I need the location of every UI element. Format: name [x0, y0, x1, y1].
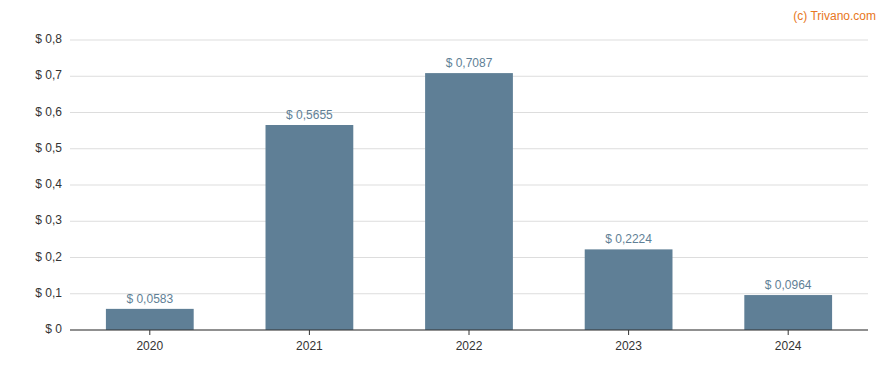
- data-label: $ 0,0583: [126, 292, 173, 306]
- bar: [425, 73, 513, 330]
- y-tick-label: $ 0,6: [35, 105, 62, 119]
- y-tick-label: $ 0,2: [35, 250, 62, 264]
- y-tick-label: $ 0,4: [35, 177, 62, 191]
- y-tick-label: $ 0,8: [35, 32, 62, 46]
- bar: [106, 309, 194, 330]
- y-tick-label: $ 0,3: [35, 213, 62, 227]
- bars: [106, 73, 832, 330]
- x-tick: [149, 330, 150, 335]
- grid-line: [70, 40, 868, 41]
- x-tick: [309, 330, 310, 335]
- watermark: (c) Trivano.com: [793, 9, 876, 23]
- x-tick-label: 2023: [615, 339, 642, 353]
- chart-container: $ 0 $ 0,1 $ 0,2 $ 0,3 $ 0,4 $ 0,5 $ 0,6 $ 0,7 $ …: [0, 0, 888, 370]
- data-label: $ 0,0964: [765, 278, 812, 292]
- data-label: $ 0,2224: [605, 232, 652, 246]
- x-tick-label: 2021: [296, 339, 323, 353]
- chart: $ 0 $ 0,1 $ 0,2 $ 0,3 $ 0,4 $ 0,5 $ 0,6 $ 0,7 $ …: [0, 0, 888, 370]
- data-label: $ 0,5655: [286, 108, 333, 122]
- y-axis: $ 0 $ 0,1 $ 0,2 $ 0,3 $ 0,4 $ 0,5 $ 0,6 $ 0,7 $ …: [35, 32, 62, 336]
- x-tick: [469, 330, 470, 335]
- bar: [744, 295, 832, 330]
- y-tick-label: $ 0,7: [35, 68, 62, 82]
- y-tick-label: $ 0: [45, 322, 62, 336]
- x-tick: [628, 330, 629, 335]
- x-tick: [788, 330, 789, 335]
- bar: [585, 249, 673, 330]
- data-label: $ 0,7087: [446, 56, 493, 70]
- x-tick-label: 2024: [775, 339, 802, 353]
- x-axis: 2020 2021 2022 2023 2024: [70, 330, 868, 353]
- x-tick-label: 2022: [456, 339, 483, 353]
- y-tick-label: $ 0,5: [35, 141, 62, 155]
- bar: [266, 125, 354, 330]
- data-labels: $ 0,0583 $ 0,5655 $ 0,7087 $ 0,2224 $ 0,0964: [126, 56, 811, 306]
- x-tick-label: 2020: [136, 339, 163, 353]
- y-tick-label: $ 0,1: [35, 286, 62, 300]
- grid: [70, 40, 868, 330]
